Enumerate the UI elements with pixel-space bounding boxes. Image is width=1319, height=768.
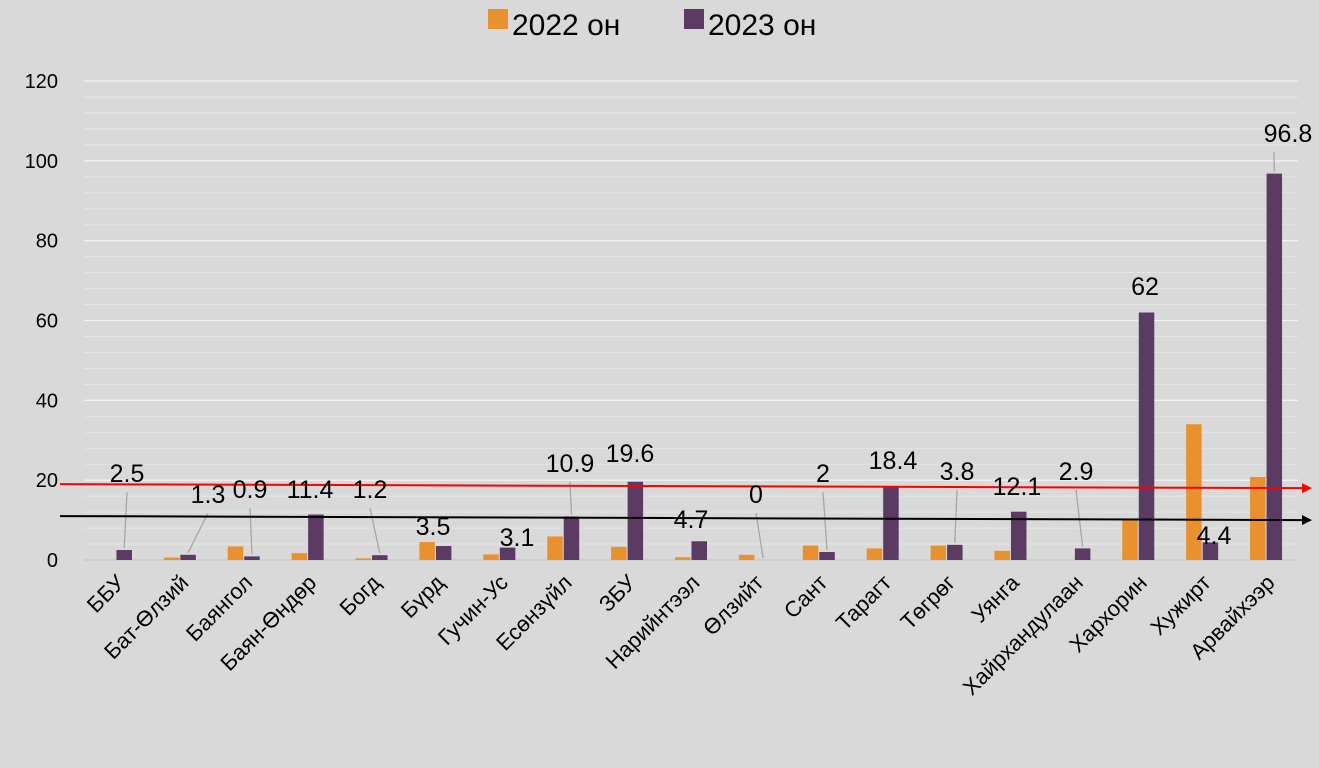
bar-2023 xyxy=(1202,542,1219,560)
data-label-leaders xyxy=(123,151,1275,559)
bar-2022 xyxy=(930,545,947,560)
bar-2023 xyxy=(372,555,388,560)
bar-2022 xyxy=(994,550,1010,560)
bar-2023 xyxy=(819,552,835,560)
y-tick-label: 60 xyxy=(36,311,58,333)
data-label: 11.4 xyxy=(287,476,334,504)
data-label: 3.8 xyxy=(940,458,975,486)
legend-swatch-2023 xyxy=(684,9,704,29)
data-label: 2.5 xyxy=(110,460,145,488)
bar-2023 xyxy=(308,514,324,560)
gridlines xyxy=(84,80,1298,561)
bar-2023 xyxy=(883,486,899,560)
x-category-label: Уянга xyxy=(966,569,1024,627)
data-label-leader-line xyxy=(369,507,381,554)
data-label: 4.7 xyxy=(674,506,709,534)
x-category-label: ЗБУ xyxy=(594,569,642,617)
bar-2023 xyxy=(947,544,963,560)
data-label-leader-line xyxy=(954,489,958,543)
data-label: 4.4 xyxy=(1197,522,1232,550)
y-tick-label: 40 xyxy=(36,390,58,412)
y-tick-label: 80 xyxy=(36,231,58,253)
bar-2023 xyxy=(244,556,260,560)
bar-2023 xyxy=(499,547,516,560)
data-label: 1.2 xyxy=(353,476,388,504)
bar-2022 xyxy=(611,546,627,560)
bar-2022 xyxy=(675,557,691,560)
y-tick-label: 20 xyxy=(36,470,58,492)
data-label-leader-line xyxy=(755,512,764,559)
bar-2023 xyxy=(180,554,196,560)
legend-swatch-2022 xyxy=(488,9,508,29)
x-category-label: ББУ xyxy=(82,569,130,617)
data-label: 0.9 xyxy=(233,476,268,504)
data-label: 18.4 xyxy=(869,447,918,475)
bar-2022 xyxy=(291,553,308,560)
data-label: 3.5 xyxy=(416,513,451,541)
y-tick-label: 120 xyxy=(25,71,58,93)
x-category-label: Бүрд xyxy=(396,570,449,623)
data-label: 0 xyxy=(749,481,763,509)
bar-2022 xyxy=(547,536,563,560)
data-label: 1.3 xyxy=(191,481,226,509)
bar-2022 xyxy=(163,557,180,560)
x-category-label: Богд xyxy=(334,570,385,621)
bar-2023 xyxy=(1138,312,1155,560)
bar-2023 xyxy=(1010,511,1027,560)
bar-2023 xyxy=(435,546,452,560)
data-label: 2 xyxy=(816,460,830,488)
data-label: 3.1 xyxy=(500,524,535,552)
bar-2022 xyxy=(419,542,435,560)
data-labels: 2.5 1.3 0.9 11.4 1.2 3.5 3.1 10.9 19.6 4.7 0 2 18.4 3… xyxy=(110,120,1313,552)
y-tick-label: 100 xyxy=(25,151,58,173)
reference-arrow-line xyxy=(59,515,1312,526)
bar-2022 xyxy=(802,545,819,560)
bar-2023 xyxy=(627,481,644,560)
bar-2022 xyxy=(1122,520,1138,560)
bar-2023 xyxy=(1074,548,1091,560)
bar-2022 xyxy=(1186,424,1202,560)
y-axis: 0 20 40 60 80 100 120 xyxy=(25,71,58,572)
reference-arrow-line xyxy=(59,483,1312,494)
data-label-leader-line xyxy=(187,512,209,554)
x-category-label: Өлзийт xyxy=(698,570,769,641)
data-label: 12.1 xyxy=(993,473,1042,501)
bars xyxy=(116,173,1283,560)
x-category-label: Төгрөг xyxy=(896,570,960,634)
reference-lines xyxy=(59,483,1312,526)
bar-2022 xyxy=(483,554,499,560)
bar-2023 xyxy=(1266,173,1283,560)
y-tick-label: 0 xyxy=(47,550,58,572)
bar-2023 xyxy=(691,541,707,560)
bar-2022 xyxy=(866,548,883,560)
x-category-label: Тарагт xyxy=(831,570,896,635)
bar-2022 xyxy=(355,558,372,560)
data-label-leader-line xyxy=(249,507,253,555)
bar-2022 xyxy=(227,546,244,560)
chart-legend: 2022 он 2023 он xyxy=(488,9,816,42)
legend-label: 2022 он xyxy=(512,9,620,42)
bar-2022 xyxy=(1250,476,1266,560)
data-label: 62 xyxy=(1131,273,1159,301)
data-label: 2.9 xyxy=(1059,458,1094,486)
bar-2022 xyxy=(738,554,755,560)
data-label-leader-line xyxy=(123,491,128,549)
data-label: 19.6 xyxy=(606,440,655,468)
legend-label: 2023 он xyxy=(708,9,816,42)
x-category-label: Сант xyxy=(779,570,832,623)
bar-2023 xyxy=(116,550,132,560)
data-label-leader-line xyxy=(569,481,573,515)
data-label: 10.9 xyxy=(546,450,595,478)
data-label: 96.8 xyxy=(1264,120,1313,148)
data-label-leader-line xyxy=(822,491,828,551)
bar-2023 xyxy=(563,516,580,560)
data-label-leader-line xyxy=(1075,489,1084,547)
